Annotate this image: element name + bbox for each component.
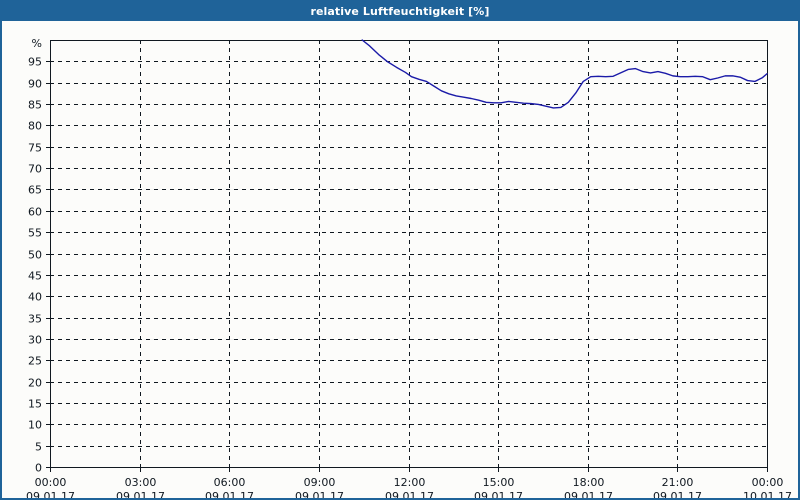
x-tick-time-label: 21:00	[662, 476, 694, 489]
humidity-line-chart: 0 5 10 15 20 25 30 35 40 45 50 55 60 65 70 75 80 85 90 95 0…	[26, 37, 792, 498]
grid-lines	[50, 40, 767, 467]
x-tick-date-label: 09.01.17	[205, 490, 254, 498]
y-axis-labels: 0 5 10 15 20 25 30 35 40 45 50 55 60 65 70 75 80 85 90 95	[28, 56, 42, 475]
x-tick-date-label: 09.01.17	[295, 490, 344, 498]
x-tick-time-label: 00:00	[752, 476, 784, 489]
x-tick-time-label: 15:00	[483, 476, 515, 489]
window-title-bar: relative Luftfeuchtigkeit [%]	[2, 2, 798, 21]
x-tick-time-label: 12:00	[394, 476, 426, 489]
y-tick-label: 95	[28, 56, 42, 69]
y-tick-label: 25	[28, 355, 42, 368]
x-tick-date-label: 09.01.17	[564, 490, 613, 498]
x-tick-date-label: 09.01.17	[474, 490, 523, 498]
data-series	[361, 39, 768, 109]
x-tick-date-label: 09.01.17	[653, 490, 702, 498]
y-tick-label: 20	[28, 377, 42, 390]
y-tick-label: 70	[28, 163, 42, 176]
y-tick-label: 10	[28, 419, 42, 432]
x-tick-time-label: 06:00	[214, 476, 246, 489]
x-tick-time-label: 18:00	[573, 476, 605, 489]
x-tick-date-label: 09.01.17	[116, 490, 165, 498]
y-tick-label: 15	[28, 398, 42, 411]
y-tick-label: 80	[28, 120, 42, 133]
page-title: relative Luftfeuchtigkeit [%]	[310, 5, 490, 18]
y-axis-unit-label: %	[32, 37, 42, 50]
y-tick-label: 50	[28, 249, 42, 262]
y-tick-label: 65	[28, 184, 42, 197]
y-axis-ticks	[46, 61, 50, 468]
y-tick-label: 40	[28, 291, 42, 304]
y-tick-label: 5	[35, 441, 42, 454]
x-tick-time-label: 03:00	[125, 476, 157, 489]
plot-area: 0 5 10 15 20 25 30 35 40 45 50 55 60 65 70 75 80 85 90 95 0…	[2, 21, 798, 498]
x-tick-date-label: 10.01.17	[743, 490, 792, 498]
x-axis-labels: 00:0009.01.1703:0009.01.1706:0009.01.170…	[26, 476, 792, 498]
y-tick-label: 75	[28, 142, 42, 155]
y-tick-label: 35	[28, 313, 42, 326]
y-tick-label: 55	[28, 227, 42, 240]
y-tick-label: 0	[35, 462, 42, 475]
x-tick-time-label: 00:00	[35, 476, 67, 489]
axis-frame	[50, 40, 768, 468]
x-tick-time-label: 09:00	[304, 476, 336, 489]
y-tick-label: 30	[28, 334, 42, 347]
series-line-humidity	[361, 39, 768, 109]
y-tick-label: 90	[28, 78, 42, 91]
y-tick-label: 60	[28, 206, 42, 219]
x-tick-date-label: 09.01.17	[26, 490, 75, 498]
y-tick-label: 85	[28, 99, 42, 112]
x-tick-date-label: 09.01.17	[385, 490, 434, 498]
y-tick-label: 45	[28, 270, 42, 283]
